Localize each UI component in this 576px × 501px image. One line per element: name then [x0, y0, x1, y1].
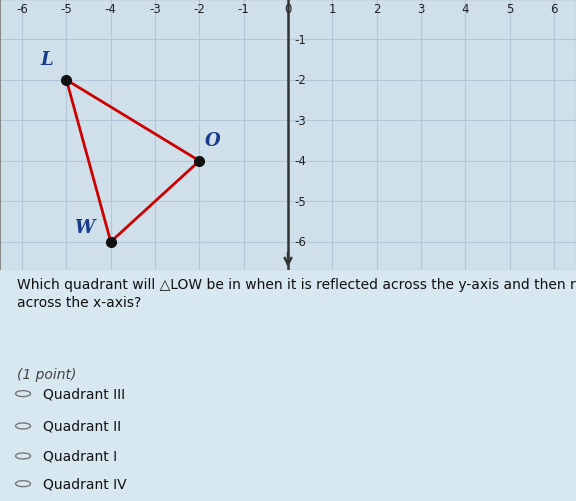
Text: -3: -3	[295, 115, 306, 128]
Text: W: W	[74, 218, 94, 236]
Text: -6: -6	[295, 236, 306, 249]
Text: 1: 1	[328, 3, 336, 16]
Text: -4: -4	[105, 3, 117, 16]
Text: 3: 3	[417, 3, 425, 16]
Text: (1 point): (1 point)	[17, 367, 77, 381]
Text: 2: 2	[373, 3, 380, 16]
Text: -6: -6	[16, 3, 28, 16]
Text: O: O	[205, 131, 221, 149]
Text: -2: -2	[295, 74, 306, 87]
Text: 0: 0	[285, 3, 291, 16]
Text: L: L	[40, 51, 53, 69]
Text: -4: -4	[295, 155, 306, 168]
Text: -5: -5	[295, 195, 306, 208]
Text: Quadrant I: Quadrant I	[43, 449, 118, 463]
Text: -2: -2	[194, 3, 205, 16]
Text: -1: -1	[295, 34, 306, 47]
Text: -5: -5	[60, 3, 73, 16]
Text: Quadrant II: Quadrant II	[43, 419, 122, 433]
Text: 6: 6	[550, 3, 558, 16]
Text: 5: 5	[506, 3, 513, 16]
Text: Quadrant III: Quadrant III	[43, 387, 126, 401]
Text: -3: -3	[149, 3, 161, 16]
Text: -1: -1	[238, 3, 249, 16]
Text: Which quadrant will △LOW be in when it is reflected across the y-axis and then r: Which quadrant will △LOW be in when it i…	[17, 278, 576, 310]
Text: 4: 4	[461, 3, 469, 16]
Text: Quadrant IV: Quadrant IV	[43, 477, 127, 490]
